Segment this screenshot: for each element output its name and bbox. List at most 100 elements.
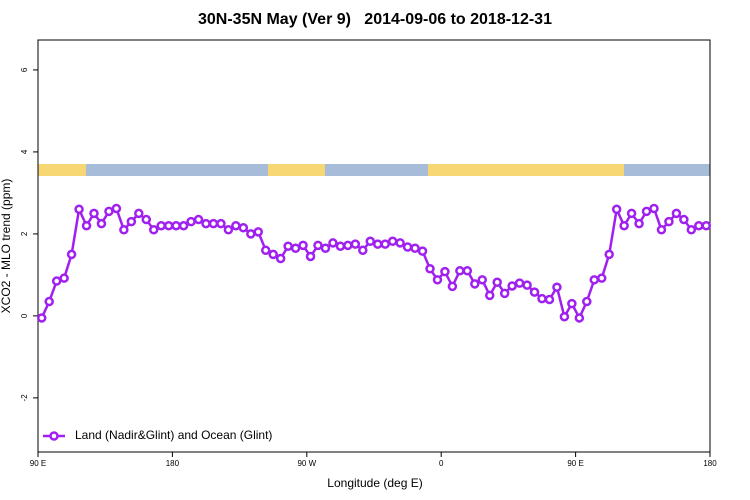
data-point bbox=[417, 246, 428, 256]
data-point bbox=[134, 208, 144, 219]
x-tick-label: 0 bbox=[439, 459, 444, 468]
data-point bbox=[656, 225, 667, 235]
y-tick-label: 0 bbox=[20, 313, 29, 318]
y-axis-label: XCO2 - MLO trend (ppm) bbox=[0, 179, 13, 314]
x-tick-label: 90 W bbox=[297, 459, 316, 468]
data-point bbox=[290, 243, 301, 254]
data-point bbox=[283, 241, 293, 251]
data-point bbox=[89, 208, 99, 219]
data-point bbox=[178, 220, 189, 231]
data-point bbox=[223, 225, 234, 235]
data-point bbox=[701, 220, 712, 231]
y-tick-label: 6 bbox=[20, 67, 29, 72]
data-point bbox=[596, 273, 607, 283]
data-point bbox=[238, 223, 249, 233]
data-point bbox=[44, 296, 54, 307]
plot-frame bbox=[37, 39, 711, 453]
data-point bbox=[634, 218, 644, 229]
data-point bbox=[470, 279, 480, 289]
legend-marker bbox=[49, 431, 59, 441]
data-point bbox=[186, 216, 196, 227]
data-point bbox=[74, 204, 84, 215]
data-point bbox=[141, 214, 152, 225]
data-point bbox=[208, 218, 219, 229]
data-point bbox=[649, 203, 659, 214]
data-point bbox=[611, 204, 622, 215]
data-point bbox=[36, 313, 47, 323]
data-point bbox=[328, 238, 338, 248]
data-point bbox=[484, 290, 495, 301]
data-point bbox=[96, 218, 107, 229]
data-point bbox=[440, 266, 450, 277]
data-point bbox=[492, 277, 502, 288]
data-point bbox=[260, 245, 271, 256]
data-point bbox=[425, 264, 435, 274]
data-point bbox=[694, 220, 704, 231]
data-point bbox=[567, 298, 577, 309]
data-point bbox=[447, 281, 458, 292]
data-point bbox=[201, 218, 211, 229]
land-band bbox=[38, 164, 86, 176]
data-point bbox=[507, 281, 517, 291]
data-point bbox=[387, 236, 398, 247]
data-point bbox=[298, 240, 308, 251]
data-point bbox=[66, 249, 77, 260]
land-band bbox=[268, 164, 325, 176]
data-point bbox=[604, 249, 614, 260]
data-point bbox=[59, 273, 69, 283]
data-point bbox=[365, 236, 376, 247]
data-point bbox=[51, 276, 62, 286]
data-point bbox=[641, 206, 652, 217]
data-point bbox=[163, 220, 174, 231]
data-point bbox=[81, 220, 92, 231]
y-tick-label: 2 bbox=[20, 231, 29, 236]
data-point bbox=[343, 240, 353, 251]
data-point bbox=[686, 225, 697, 235]
data-point bbox=[380, 239, 390, 249]
data-point bbox=[410, 243, 420, 254]
data-point bbox=[268, 249, 278, 260]
data-point bbox=[626, 208, 637, 219]
data-point bbox=[402, 242, 413, 252]
data-point bbox=[559, 311, 570, 322]
data-point bbox=[522, 280, 532, 290]
data-point bbox=[148, 225, 159, 235]
chart-title: 30N-35N May (Ver 9) 2014-09-06 to 2018-1… bbox=[198, 11, 552, 28]
x-tick-label: 180 bbox=[166, 459, 180, 468]
data-point bbox=[320, 243, 331, 254]
data-point bbox=[544, 294, 555, 305]
series-line bbox=[40, 205, 707, 321]
data-point bbox=[432, 275, 443, 285]
data-point bbox=[671, 208, 682, 219]
data-point bbox=[582, 296, 592, 307]
data-point bbox=[358, 245, 368, 256]
data-point bbox=[216, 218, 226, 229]
data-point bbox=[372, 239, 383, 249]
data-point bbox=[246, 229, 256, 239]
data-point bbox=[231, 220, 241, 231]
x-tick-label: 90 E bbox=[567, 459, 583, 468]
data-point bbox=[305, 251, 316, 262]
land-band bbox=[428, 164, 624, 176]
x-axis-label: Longitude (deg E) bbox=[327, 476, 422, 490]
land-ocean-strip bbox=[38, 164, 710, 176]
data-point bbox=[171, 220, 181, 231]
data-point bbox=[455, 266, 465, 276]
y-tick-label: -2 bbox=[20, 394, 29, 402]
x-tick-label: 90 E bbox=[30, 459, 46, 468]
data-point bbox=[156, 220, 166, 231]
data-point bbox=[574, 313, 585, 323]
x-tick-label: 180 bbox=[703, 459, 717, 468]
data-point bbox=[126, 216, 137, 227]
data-point bbox=[514, 278, 525, 288]
data-point bbox=[664, 216, 674, 227]
data-point bbox=[477, 275, 488, 285]
data-point bbox=[589, 275, 600, 285]
data-point bbox=[335, 241, 346, 251]
data-point bbox=[395, 238, 405, 248]
legend-label: Land (Nadir&Glint) and Ocean (Glint) bbox=[75, 428, 272, 442]
data-point bbox=[111, 203, 122, 214]
data-point bbox=[313, 240, 323, 251]
data-point bbox=[462, 266, 473, 276]
